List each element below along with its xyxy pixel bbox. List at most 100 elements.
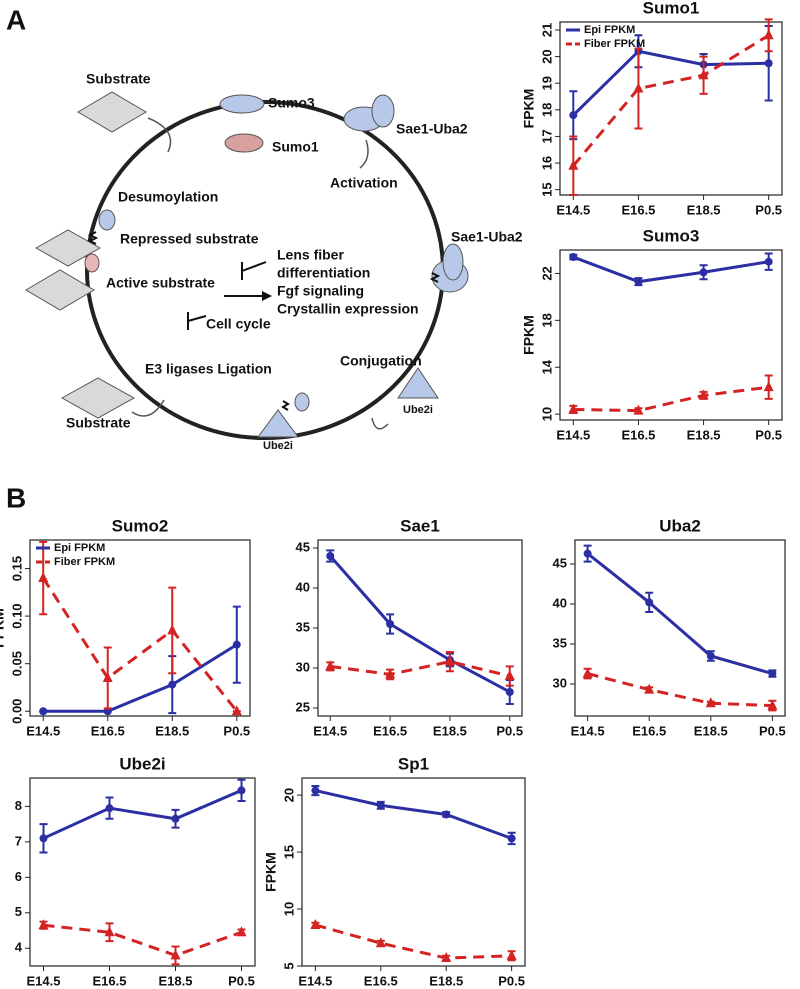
series-line bbox=[42, 789, 243, 840]
plot-frame bbox=[29, 539, 251, 717]
series-line bbox=[572, 255, 769, 284]
legend-label: Epi FPKM bbox=[584, 24, 635, 36]
data-point bbox=[698, 69, 709, 80]
y-axis-label: FPKM bbox=[0, 608, 7, 648]
diagram-label: Desumoylation bbox=[118, 189, 218, 205]
data-point bbox=[376, 801, 385, 810]
data-point bbox=[385, 668, 396, 679]
y-tick-label: 30 bbox=[296, 659, 310, 674]
y-tick-label: 15 bbox=[281, 845, 296, 859]
y-tick-label: 25 bbox=[296, 699, 310, 714]
ube2i-shape bbox=[397, 367, 439, 399]
data-point bbox=[105, 804, 114, 813]
series-line bbox=[572, 49, 769, 117]
diagram-label: Active substrate bbox=[106, 275, 215, 291]
diagram-label: Repressed substrate bbox=[120, 231, 259, 247]
bond bbox=[87, 231, 441, 411]
y-tick-label: 14 bbox=[539, 359, 554, 374]
ube2i-shape bbox=[257, 409, 299, 438]
chart: Sp1 FPKM 5 10 15 20 E14.5 E16.5 E18.5 P0.5 bbox=[263, 754, 526, 988]
sumo-cycle-diagram: Substrate Sumo3 Sae1-Uba2 Sumo1 Activati… bbox=[25, 71, 523, 452]
data-point bbox=[699, 268, 708, 277]
y-tick-label: 0.15 bbox=[9, 556, 24, 581]
x-tick-label: P0.5 bbox=[755, 202, 782, 217]
y-axis-label: FPKM bbox=[0, 852, 3, 892]
data-point bbox=[231, 705, 242, 716]
x-tick-label: E16.5 bbox=[621, 202, 655, 217]
data-point bbox=[310, 918, 321, 929]
substrate-shape bbox=[34, 229, 102, 267]
diagram-label: Substrate bbox=[66, 415, 131, 431]
substrate-shape bbox=[60, 377, 136, 419]
data-point bbox=[764, 59, 773, 68]
y-tick-label: 4 bbox=[15, 940, 23, 955]
diagram-label: Lens fiber bbox=[277, 247, 344, 263]
data-point bbox=[764, 257, 773, 266]
data-point bbox=[167, 624, 178, 635]
arrowhead bbox=[262, 291, 272, 301]
y-tick-label: 5 bbox=[15, 904, 22, 919]
data-point bbox=[767, 699, 778, 710]
y-tick-label: 22 bbox=[539, 266, 554, 280]
data-point bbox=[38, 919, 49, 930]
x-tick-label: E18.5 bbox=[429, 973, 463, 988]
data-point bbox=[39, 707, 48, 716]
sumo1-shape bbox=[224, 133, 264, 153]
diagram-label: Substrate bbox=[86, 71, 151, 87]
series-line bbox=[314, 923, 512, 960]
plot-frame bbox=[574, 539, 786, 717]
data-point bbox=[442, 810, 451, 819]
legend-label: Epi FPKM bbox=[54, 542, 105, 554]
sumo-shape bbox=[98, 209, 116, 231]
x-tick-label: E16.5 bbox=[373, 723, 407, 738]
data-point bbox=[375, 937, 386, 948]
y-tick-label: 35 bbox=[553, 635, 567, 650]
data-point bbox=[768, 669, 777, 678]
x-tick-label: E14.5 bbox=[313, 723, 347, 738]
data-point bbox=[102, 671, 113, 682]
curved-arrow bbox=[131, 117, 389, 430]
chart-title: Uba2 bbox=[659, 516, 701, 535]
data-point bbox=[171, 814, 180, 823]
chart-title: Ube2i bbox=[119, 754, 165, 773]
series-line bbox=[41, 577, 238, 713]
y-tick-label: 19 bbox=[539, 76, 554, 90]
x-tick-label: E18.5 bbox=[687, 427, 721, 442]
y-tick-label: 20 bbox=[539, 49, 554, 63]
x-tick-label: E14.5 bbox=[26, 723, 60, 738]
x-tick-label: E16.5 bbox=[621, 427, 655, 442]
data-point bbox=[104, 926, 115, 937]
uba2-shape bbox=[371, 94, 395, 128]
data-point bbox=[582, 667, 593, 678]
series-line bbox=[573, 385, 769, 413]
sumo-shape bbox=[294, 392, 310, 412]
y-tick-label: 16 bbox=[539, 156, 554, 170]
chart: Sumo3 FPKM 10 14 18 22 E14.5 E16.5 E18.5 P0.5 bbox=[521, 226, 783, 442]
y-tick-label: 18 bbox=[539, 103, 554, 117]
data-point bbox=[506, 949, 517, 960]
plot-frame bbox=[559, 249, 783, 421]
data-point bbox=[583, 549, 592, 558]
y-tick-label: 8 bbox=[15, 798, 22, 813]
substrate-shape bbox=[77, 91, 147, 133]
diagram-label: Crystallin expression bbox=[277, 301, 419, 317]
sumo3-shape bbox=[219, 94, 265, 114]
series-line bbox=[43, 643, 238, 713]
y-axis-label: FPKM bbox=[263, 852, 279, 892]
data-point bbox=[698, 389, 709, 400]
plot-frame bbox=[29, 777, 256, 967]
y-tick-label: 7 bbox=[15, 833, 22, 848]
series-line bbox=[315, 789, 513, 840]
x-tick-label: E14.5 bbox=[556, 427, 590, 442]
x-tick-label: E18.5 bbox=[433, 723, 467, 738]
chart: Sumo2 FPKM 0.00 0.05 0.10 0.15 E14.5 E16.5 E18.5… bbox=[0, 516, 251, 738]
data-point bbox=[507, 834, 516, 843]
x-tick-label: E18.5 bbox=[159, 973, 193, 988]
y-tick-label: 40 bbox=[553, 595, 567, 610]
data-point bbox=[633, 404, 644, 415]
data-point bbox=[39, 834, 48, 843]
x-tick-label: E16.5 bbox=[364, 973, 398, 988]
chart: Sae1 25 30 35 40 45 E14.5 E16.5 E18.5 P0.5 bbox=[296, 516, 524, 738]
data-point bbox=[633, 82, 644, 93]
x-tick-label: E18.5 bbox=[694, 723, 728, 738]
